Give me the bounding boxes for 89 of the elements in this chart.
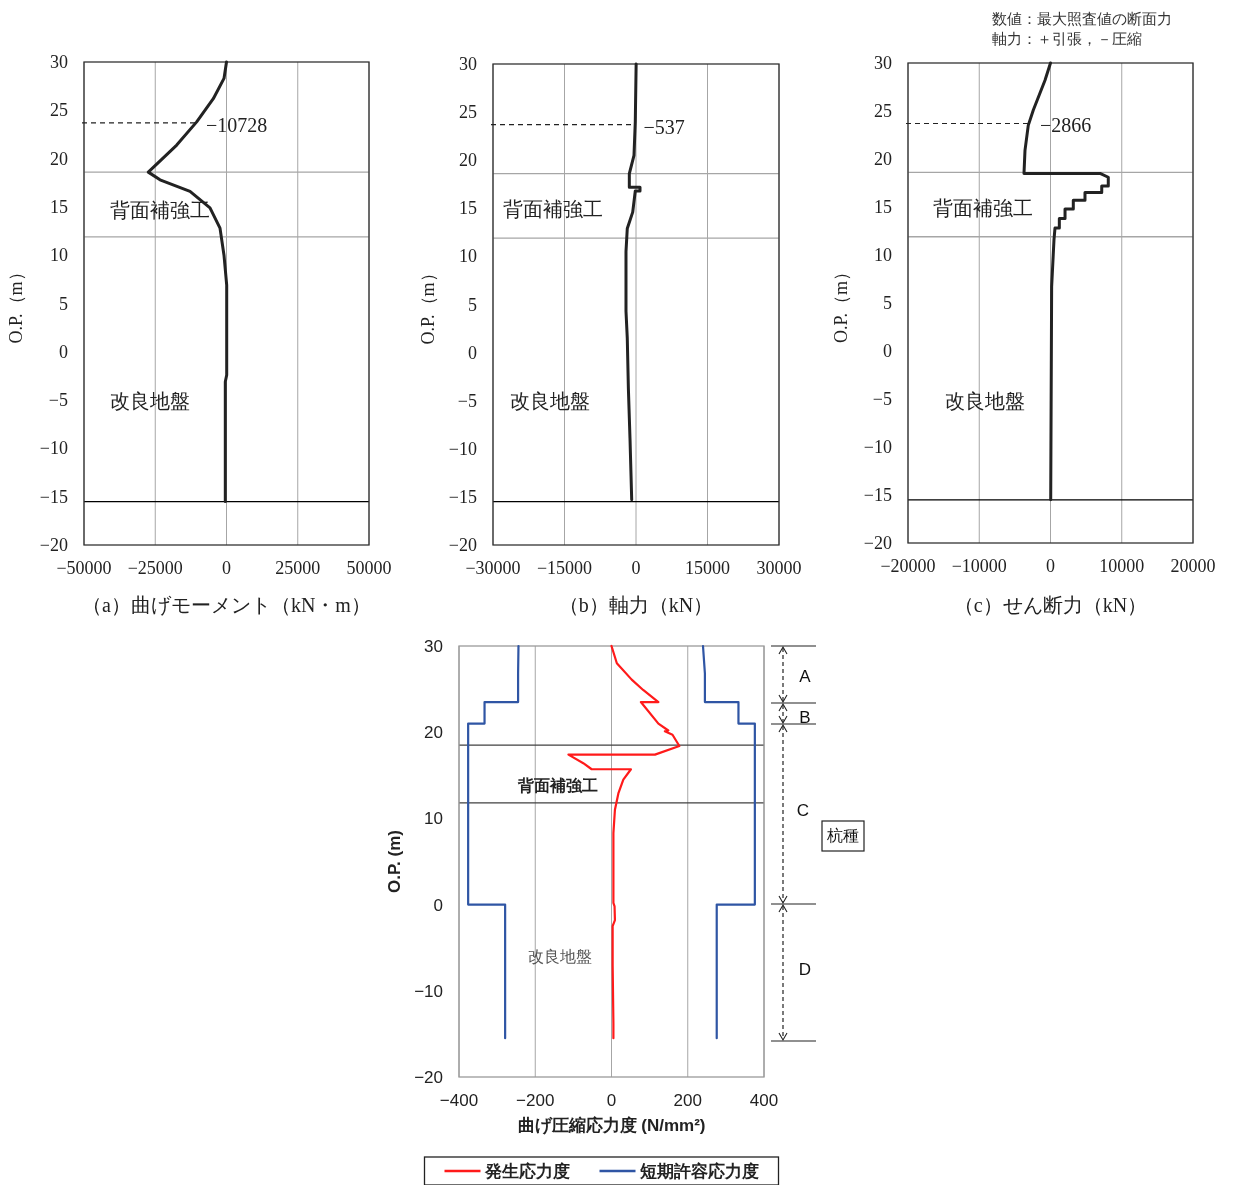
y-tick-label: −20 [414,1068,443,1087]
y-axis-title: O.P.（m） [6,263,26,344]
annotation: −537 [643,115,685,138]
legend-label: 発生応力度 [483,1162,570,1181]
y-tick-label: 15 [459,198,477,219]
y-tick-label: −10 [414,981,443,1001]
x-axis-title: （b）軸力（kN） [558,594,714,616]
x-tick-label: −25000 [127,558,183,578]
x-tick-label: −400 [439,1091,479,1110]
x-tick-label: 200 [673,1091,702,1110]
y-tick-label: 30 [874,53,892,73]
y-tick-label: 5 [883,293,892,313]
y-tick-label: 15 [50,196,68,217]
y-tick-label: 20 [424,723,443,743]
y-tick-label: 25 [459,102,477,123]
y-tick-label: −15 [863,485,892,505]
x-tick-label: 0 [606,1091,617,1110]
x-tick-label: 15000 [685,558,730,578]
x-tick-label: −10000 [951,556,1007,576]
y-tick-label: 0 [59,341,68,362]
annotation: 改良地盤 [110,390,190,412]
annotation: 改良地盤 [510,390,590,412]
x-tick-label: 50000 [346,558,392,578]
annotation: 改良地盤 [528,948,592,965]
y-tick-label: 20 [50,148,68,169]
y-axis-title: O.P. (m) [385,830,404,893]
y-tick-label: 15 [874,197,892,217]
y-tick-label: −20 [863,533,892,553]
y-tick-label: 20 [874,149,892,169]
y-tick-label: 10 [874,245,892,265]
x-tick-label: 0 [222,558,231,578]
x-tick-label: −200 [516,1091,555,1110]
annotation: −2866 [1040,114,1092,137]
y-tick-label: 0 [883,341,892,361]
y-tick-label: 30 [459,54,477,74]
x-tick-label: −50000 [56,558,112,578]
y-tick-label: −10 [39,438,68,459]
x-tick-label: 10000 [1099,556,1145,576]
line-series [701,644,756,1040]
y-tick-label: 5 [59,293,68,314]
y-tick-label: −20 [448,535,477,555]
x-tick-label: 30000 [756,558,802,578]
annotation: 背面補強工 [517,777,598,794]
annotation: 背面補強工 [503,198,603,220]
x-tick-label: 20000 [1170,556,1216,576]
x-axis-title: 曲げ圧縮応力度 (N/mm²) [517,1116,706,1135]
x-axis-title: （a）曲げモーメント（kN・m） [82,594,371,616]
x-tick-label: 25000 [275,558,321,578]
y-tick-label: −15 [448,486,477,507]
text: C [796,801,810,820]
y-tick-label: 25 [50,100,68,121]
y-tick-label: 25 [874,101,892,121]
x-axis-title: （c）せん断力（kN） [953,594,1148,616]
text: A [799,667,812,686]
x-tick-label: 400 [749,1091,779,1110]
y-tick-label: −5 [457,390,477,411]
x-tick-label: −20000 [880,556,936,576]
annotation: 改良地盤 [945,390,1025,412]
text: 数値：最大照査値の断面力 [992,11,1172,27]
y-tick-label: −10 [863,437,892,457]
y-tick-label: 5 [468,294,477,315]
x-tick-label: −15000 [536,558,593,578]
y-axis-title: O.P.（m） [831,262,851,344]
y-tick-label: 0 [468,342,477,363]
legend-label: 短期許容応力度 [638,1162,759,1181]
y-tick-label: 10 [459,246,477,267]
y-tick-label: 30 [50,52,68,72]
y-tick-label: 10 [50,245,68,266]
annotation: 背面補強工 [933,197,1033,219]
text: D [798,960,812,979]
x-tick-label: 0 [631,558,641,578]
annotation: −10728 [205,113,268,136]
text: B [799,708,811,727]
y-tick-label: −5 [48,390,68,411]
text: 軸力：＋引張，－圧縮 [992,31,1142,47]
line-series [467,644,520,1040]
x-tick-label: −30000 [465,558,521,578]
y-tick-label: 10 [424,809,443,829]
text: 杭種 [826,827,859,844]
y-tick-label: 0 [433,895,443,915]
y-tick-label: −20 [39,535,68,555]
y-tick-label: −5 [872,389,892,409]
y-tick-label: −15 [39,486,68,507]
y-tick-label: 20 [459,150,477,171]
x-tick-label: 0 [1046,556,1055,576]
y-tick-label: 30 [424,637,443,656]
line-series [624,62,642,502]
y-axis-title: O.P.（m） [418,264,438,345]
y-tick-label: −10 [448,438,477,459]
